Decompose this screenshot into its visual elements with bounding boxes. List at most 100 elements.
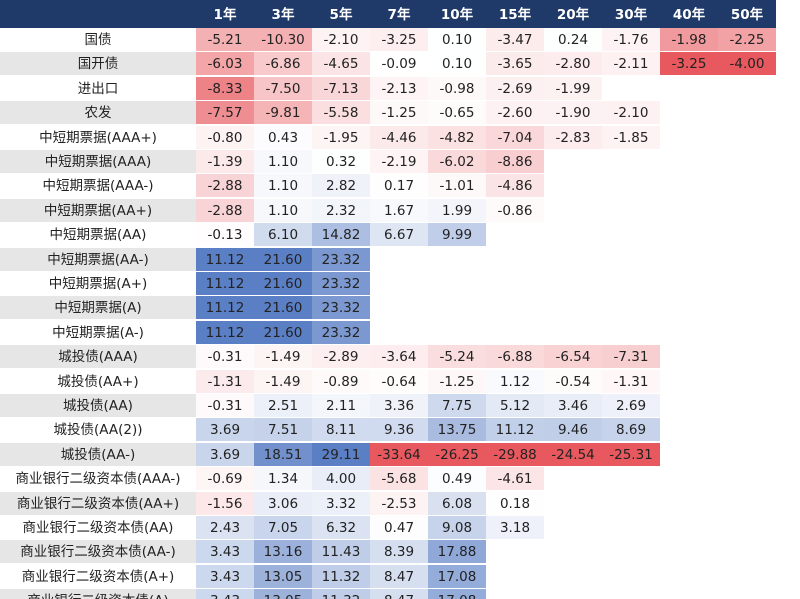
heatmap-cell: -0.13	[196, 223, 254, 247]
heatmap-cell: 2.69	[602, 394, 660, 417]
heatmap-cell: -1.49	[254, 369, 312, 393]
row-label: 中短期票据(AA)	[49, 227, 147, 244]
heatmap-cell: 17.88	[428, 540, 486, 564]
heatmap-cell: -4.61	[486, 467, 544, 491]
heatmap-cell: -4.86	[486, 174, 544, 198]
heatmap-cell: 14.82	[312, 223, 370, 247]
heatmap-cell: 8.69	[602, 418, 660, 442]
row-label: 中短期票据(AA+)	[0, 198, 196, 222]
heatmap-cell: 9.36	[370, 418, 428, 442]
heatmap-cell: 0.10	[428, 52, 486, 76]
heatmap-cell: 1.10	[254, 198, 312, 222]
heatmap-cell: -1.95	[312, 125, 370, 149]
heatmap-cell: 21.60	[254, 296, 312, 320]
heatmap-cell: -5.68	[370, 467, 428, 491]
heatmap-cell: 17.08	[428, 564, 486, 588]
heatmap-cell: 2.43	[196, 516, 254, 539]
heatmap-cell: 0.43	[254, 125, 312, 149]
heatmap-cell: 1.34	[254, 467, 312, 491]
heatmap-cell: -33.64	[370, 442, 428, 466]
heatmap-cell: -1.56	[196, 491, 254, 515]
heatmap-cell: 23.32	[312, 247, 370, 271]
heatmap-cell: 1.99	[428, 198, 486, 222]
row-label: 国债	[84, 32, 112, 48]
heatmap-cell: -0.89	[312, 369, 370, 393]
heatmap-cell: -3.47	[486, 28, 544, 51]
heatmap-cell: -7.04	[486, 125, 544, 149]
heatmap-cell: -1.01	[428, 174, 486, 198]
heatmap-cell: 13.05	[254, 564, 312, 588]
heatmap-cell: -0.09	[370, 52, 428, 76]
heatmap-cell: -2.10	[602, 101, 660, 125]
heatmap-cell: 8.47	[370, 564, 428, 588]
heatmap-cell: 5.12	[486, 394, 544, 417]
heatmap-cell: 0.17	[370, 174, 428, 198]
heatmap-cell: -1.31	[196, 369, 254, 393]
heatmap-cell: 0.49	[428, 467, 486, 491]
heatmap-cell: 3.43	[196, 564, 254, 588]
heatmap-cell: 21.60	[254, 272, 312, 295]
heatmap-cell: -3.25	[660, 52, 718, 76]
heatmap-cell: -2.60	[486, 101, 544, 125]
heatmap-cell: -7.57	[196, 101, 254, 125]
heatmap-cell: 18.51	[254, 442, 312, 466]
heatmap-cell: 7.75	[428, 394, 486, 417]
heatmap-cell: 6.67	[370, 223, 428, 247]
heatmap-cell: 3.06	[254, 491, 312, 515]
heatmap-cell: -6.88	[486, 345, 544, 369]
heatmap-cell: 9.08	[428, 516, 486, 539]
row-label: 农发	[0, 101, 196, 125]
heatmap-cell: 17.08	[428, 589, 486, 599]
row-label: 中短期票据(AAA-)	[42, 178, 154, 195]
heatmap-cell: 11.12	[196, 296, 254, 320]
heatmap-cell: -26.25	[428, 442, 486, 466]
row-label: 中短期票据(AA-)	[0, 247, 196, 271]
heatmap-cell: -1.99	[544, 76, 602, 100]
heatmap-cell: 11.12	[486, 418, 544, 442]
heatmap-cell: 29.11	[312, 442, 370, 466]
heatmap-cell: 21.60	[254, 320, 312, 344]
heatmap-cell: -5.21	[196, 28, 254, 51]
column-header: 20年	[556, 7, 590, 23]
heatmap-cell: -2.88	[196, 198, 254, 222]
heatmap-cell: -0.98	[428, 76, 486, 100]
heatmap-cell: 3.69	[196, 442, 254, 466]
heatmap-cell: 2.51	[254, 394, 312, 417]
heatmap-cell: 13.05	[254, 589, 312, 599]
heatmap-cell: 11.32	[312, 589, 370, 599]
heatmap-cell: 8.11	[312, 418, 370, 442]
heatmap-cell: 9.99	[428, 223, 486, 247]
heatmap-cell: 6.32	[312, 516, 370, 539]
column-header: 1年	[213, 7, 237, 23]
heatmap-cell: 13.75	[428, 418, 486, 442]
heatmap-cell: 11.32	[312, 564, 370, 588]
heatmap-cell: -4.65	[312, 52, 370, 76]
heatmap-cell: 4.00	[312, 467, 370, 491]
heatmap-cell: -6.54	[544, 345, 602, 369]
heatmap-cell: -2.88	[196, 174, 254, 198]
row-label: 商业银行二级资本债(AAA-)	[15, 471, 181, 488]
heatmap-cell: 11.43	[312, 540, 370, 564]
column-header: 3年	[271, 7, 295, 23]
heatmap-cell: -1.25	[370, 101, 428, 125]
row-label: 城投债(AA(2))	[53, 422, 143, 439]
heatmap-cell: -0.31	[196, 345, 254, 369]
row-label: 商业银行二级资本债(A+)	[21, 568, 175, 585]
row-label: 城投债(AA-)	[0, 442, 196, 466]
heatmap-cell: 2.32	[312, 198, 370, 222]
row-label: 商业银行二级资本债(A)	[0, 589, 196, 599]
heatmap-cell: -1.76	[602, 28, 660, 51]
row-label: 商业银行二级资本债(AA-)	[0, 540, 196, 564]
heatmap-cell: 0.47	[370, 516, 428, 539]
heatmap-cell: 7.05	[254, 516, 312, 539]
heatmap-cell: -25.31	[602, 442, 660, 466]
heatmap-cell: -0.65	[428, 101, 486, 125]
heatmap-cell: -0.69	[196, 467, 254, 491]
heatmap-cell: -4.82	[428, 125, 486, 149]
row-label: 城投债(AAA)	[0, 345, 196, 369]
heatmap-cell: -2.13	[370, 76, 428, 100]
header-bar	[0, 0, 776, 28]
heatmap-cell: -1.39	[196, 150, 254, 173]
heatmap-cell: -2.53	[370, 491, 428, 515]
heatmap-cell: -0.64	[370, 369, 428, 393]
